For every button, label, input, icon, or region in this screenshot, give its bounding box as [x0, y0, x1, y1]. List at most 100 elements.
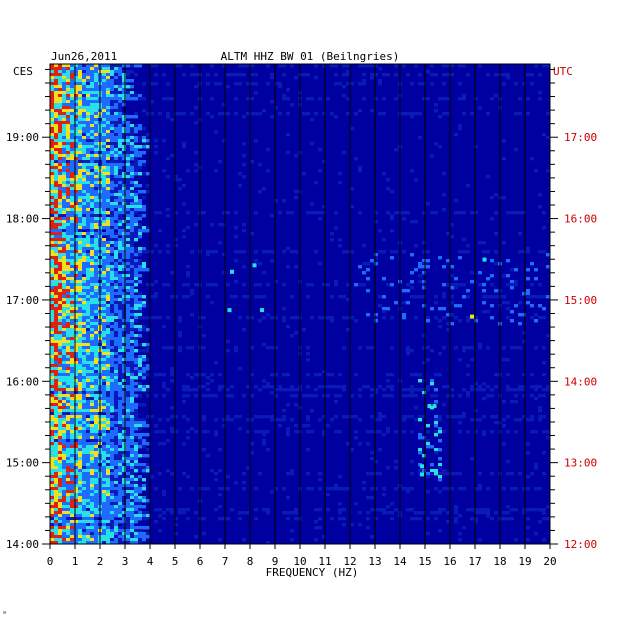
spectral-cell — [226, 349, 230, 353]
spectral-cell — [122, 100, 126, 104]
spectral-cell — [514, 400, 518, 404]
spectral-cell — [58, 304, 62, 308]
spectral-cell — [202, 430, 206, 434]
spectral-cell — [54, 184, 58, 188]
spectral-cell — [70, 520, 74, 524]
spectral-cell — [194, 85, 198, 89]
spectral-cell — [146, 448, 150, 452]
spectral-cell — [82, 319, 86, 323]
spectral-cell — [102, 193, 106, 197]
spectral-cell — [526, 295, 530, 299]
spectral-cell — [58, 235, 62, 239]
spectral-cell — [138, 427, 142, 431]
spectral-cell — [206, 112, 210, 116]
spectral-cell — [210, 97, 214, 101]
spectral-cell — [62, 349, 66, 353]
spectral-cell — [250, 73, 254, 77]
spectral-cell — [94, 253, 98, 257]
spectral-cell — [126, 157, 130, 161]
spectral-cell — [410, 280, 414, 284]
spectral-cell — [86, 118, 90, 122]
spectral-cell — [66, 136, 70, 140]
spectral-cell — [422, 82, 426, 86]
spectral-cell — [74, 514, 78, 518]
spectral-cell — [82, 196, 86, 200]
spectral-cell — [150, 100, 154, 104]
spectral-cell — [118, 448, 122, 452]
spectral-cell — [86, 427, 90, 431]
spectral-cell — [154, 244, 158, 248]
spectral-cell — [78, 88, 82, 92]
spectral-cell — [62, 391, 66, 395]
spectral-cell — [102, 328, 106, 332]
spectral-cell — [102, 163, 106, 167]
spectral-cell — [90, 226, 94, 230]
spectral-cell — [386, 307, 390, 311]
spectral-cell — [58, 460, 62, 464]
spectral-cell — [82, 520, 86, 524]
spectral-cell — [122, 304, 126, 308]
spectral-cell — [50, 478, 54, 482]
spectral-cell — [542, 250, 546, 254]
spectral-cell — [74, 334, 78, 338]
spectral-cell — [90, 73, 94, 77]
spectral-cell — [82, 496, 86, 500]
spectral-cell — [90, 211, 94, 215]
spectral-cell — [86, 352, 90, 356]
spectral-cell — [114, 457, 118, 461]
spectral-cell — [122, 445, 126, 449]
spectral-cell — [74, 358, 78, 362]
spectral-cell — [74, 289, 78, 293]
spectral-cell — [114, 109, 118, 113]
spectral-cell — [66, 481, 70, 485]
spectral-cell — [494, 415, 498, 419]
spectral-cell — [90, 490, 94, 494]
spectral-cell — [110, 184, 114, 188]
spectral-cell — [110, 301, 114, 305]
spectral-cell — [54, 508, 58, 512]
spectral-cell — [406, 112, 410, 116]
spectral-cell — [50, 280, 54, 284]
spectral-cell — [206, 295, 210, 299]
spectral-cell — [62, 328, 66, 332]
spectral-cell — [378, 430, 382, 434]
spectral-cell — [474, 211, 478, 215]
spectral-cell — [154, 373, 158, 377]
spectral-cell — [122, 136, 126, 140]
spectral-cell — [114, 325, 118, 329]
spectral-cell — [90, 82, 94, 86]
spectral-cell — [110, 124, 114, 128]
spectral-cell — [66, 430, 70, 434]
spectral-cell — [74, 439, 78, 443]
spectral-cell — [210, 223, 214, 227]
spectral-cell — [78, 82, 82, 86]
spectral-cell — [422, 262, 426, 266]
spectral-cell — [74, 484, 78, 488]
spectral-cell — [58, 340, 62, 344]
spectral-cell — [130, 304, 134, 308]
spectral-cell — [78, 70, 82, 74]
spectral-cell — [94, 94, 98, 98]
spectral-cell — [106, 322, 110, 326]
spectral-cell — [94, 325, 98, 329]
spectral-cell — [390, 217, 394, 221]
spectral-cell — [62, 373, 66, 377]
spectral-cell — [118, 175, 122, 179]
spectral-cell — [58, 151, 62, 155]
spectral-cell — [122, 517, 126, 521]
spectral-cell — [142, 82, 146, 86]
spectral-cell — [110, 280, 114, 284]
spectral-cell — [134, 94, 138, 98]
spectral-cell — [114, 196, 118, 200]
spectral-cell — [110, 97, 114, 101]
spectral-cell — [102, 334, 106, 338]
spectral-cell — [294, 394, 298, 398]
spectral-cell — [206, 394, 210, 398]
spectral-cell — [62, 232, 66, 236]
spectral-cell — [278, 388, 282, 392]
spectral-cell — [466, 295, 470, 299]
spectral-cell — [206, 487, 210, 491]
spectral-cell — [54, 340, 58, 344]
spectral-cell — [82, 217, 86, 221]
spectral-cell — [90, 376, 94, 380]
